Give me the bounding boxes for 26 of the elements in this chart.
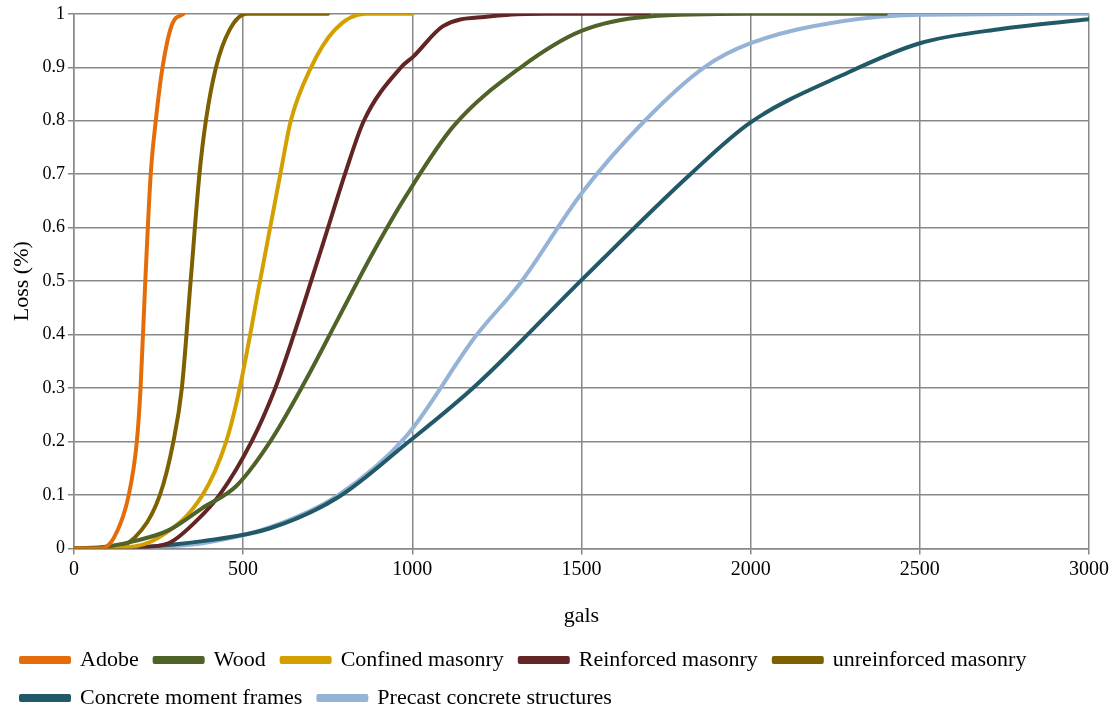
legend-label: Wood <box>213 645 266 671</box>
legend-label: Adobe <box>80 645 139 671</box>
y-tick-label: 0.8 <box>42 109 65 130</box>
y-tick-label: 0.7 <box>42 162 65 183</box>
x-tick-label: 1000 <box>392 556 433 579</box>
legend-label: unreinforced masonry <box>832 645 1027 671</box>
y-tick-label: 1 <box>55 2 65 23</box>
y-tick-label: 0.3 <box>42 376 65 397</box>
y-tick-label: 0.6 <box>42 216 65 237</box>
x-tick-label: 2500 <box>899 556 940 579</box>
legend-label: Reinforced masonry <box>578 645 758 671</box>
x-tick-label: 500 <box>228 556 259 579</box>
x-tick-label: 3000 <box>1069 556 1109 579</box>
y-tick-label: 0.4 <box>42 323 65 344</box>
x-axis-title: gals <box>563 601 600 627</box>
x-tick-label: 1500 <box>561 556 602 579</box>
legend-label: Precast concrete structures <box>377 683 612 709</box>
y-tick-label: 0 <box>55 537 65 558</box>
legend-label: Confined masonry <box>340 645 504 671</box>
y-tick-label: 0.9 <box>42 56 65 77</box>
y-axis-title: Loss (%) <box>7 241 33 322</box>
x-tick-label: 2000 <box>730 556 771 579</box>
y-tick-label: 0.2 <box>42 430 65 451</box>
legend-label: Concrete moment frames <box>80 683 303 709</box>
y-tick-label: 0.1 <box>42 483 65 504</box>
y-tick-label: 0.5 <box>42 269 65 290</box>
